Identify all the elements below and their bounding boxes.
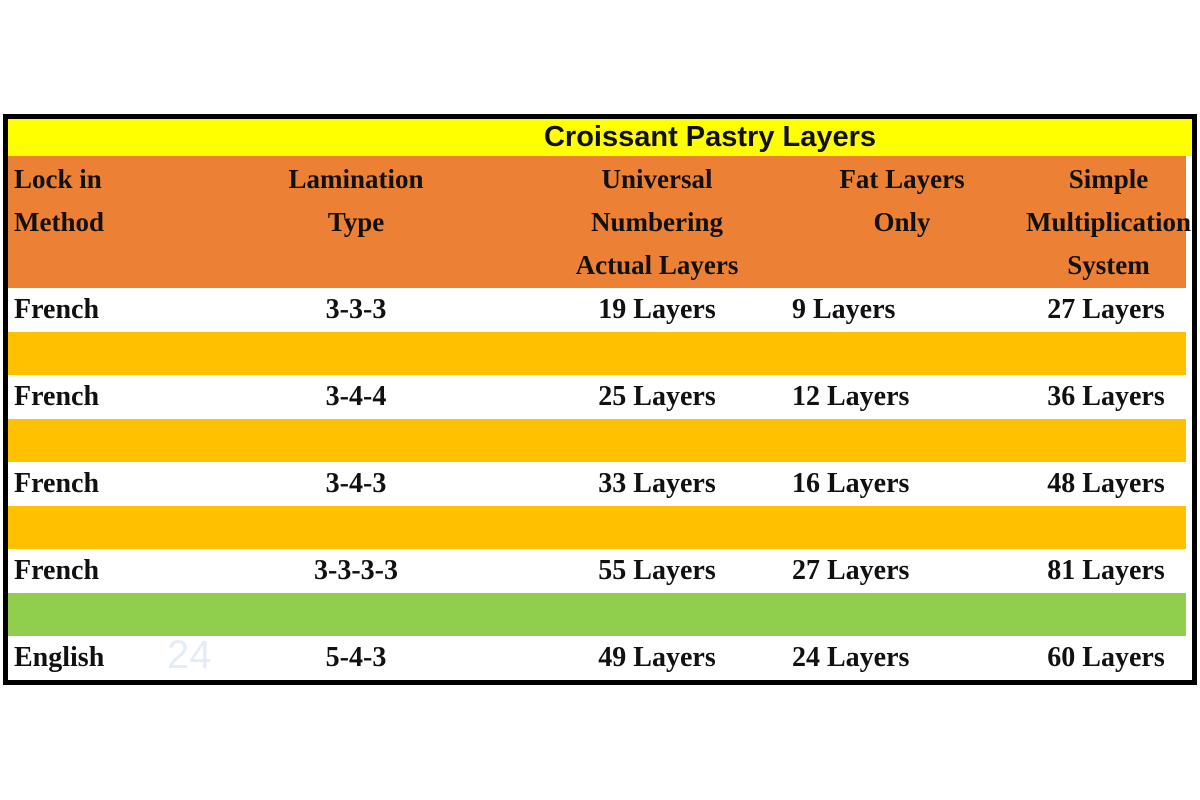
column-header-fat-layers-only: Fat Layers Only	[778, 158, 1026, 288]
cell-fat-layers: 27 Layers	[792, 555, 910, 586]
cell-fat-layers: 24 Layers	[792, 642, 910, 673]
cell-simple-multiplication: 81 Layers	[1047, 555, 1165, 586]
cell-lock-in-method: French	[14, 294, 100, 325]
header-line: Type	[327, 207, 385, 237]
cell-actual-layers: 19 Layers	[598, 294, 716, 325]
header-line: Fat Layers	[839, 164, 965, 194]
table-row: English 5-4-3 49 Layers 24 Layers 60 Lay…	[8, 636, 1186, 680]
header-line: Lamination	[288, 164, 424, 194]
spacer-row	[8, 506, 1186, 549]
header-line: System	[1067, 250, 1150, 280]
cell-lock-in-method: English	[14, 642, 105, 673]
column-header-lamination-type: Lamination Type	[176, 158, 536, 288]
cell-lamination-type: 5-4-3	[325, 642, 387, 673]
cell-fat-layers: 9 Layers	[792, 294, 896, 325]
cell-simple-multiplication: 27 Layers	[1047, 294, 1165, 325]
cell-lock-in-method: French	[14, 381, 100, 412]
header-line: Only	[873, 207, 931, 237]
spacer-row	[8, 593, 1186, 636]
cell-actual-layers: 33 Layers	[598, 468, 716, 499]
table-row: French 3-4-4 25 Layers 12 Layers 36 Laye…	[8, 375, 1186, 419]
cell-actual-layers: 25 Layers	[598, 381, 716, 412]
cell-actual-layers: 55 Layers	[598, 555, 716, 586]
column-header-universal-numbering: Universal Numbering Actual Layers	[536, 158, 778, 288]
header-line: Universal Numbering	[590, 164, 723, 237]
column-header-lock-in-method: Lock in Method	[8, 158, 176, 288]
cell-lamination-type: 3-4-4	[325, 381, 387, 412]
header-line: Simple	[1068, 164, 1149, 194]
watermark: 24	[167, 633, 212, 677]
spacer-row	[8, 419, 1186, 462]
spacer-row	[8, 332, 1186, 375]
cell-lock-in-method: French	[14, 468, 100, 499]
cell-simple-multiplication: 36 Layers	[1047, 381, 1165, 412]
header-row: Lock in Method Lamination Type Universal…	[8, 156, 1191, 288]
cell-fat-layers: 16 Layers	[792, 468, 910, 499]
table-body: Lock in Method Lamination Type Universal…	[8, 156, 1191, 680]
cell-simple-multiplication: 60 Layers	[1047, 642, 1165, 673]
table-row: French 3-3-3 19 Layers 9 Layers 27 Layer…	[8, 288, 1186, 332]
cell-lock-in-method: French	[14, 555, 100, 586]
header-line: Method	[14, 207, 104, 237]
cell-lamination-type: 3-3-3	[325, 294, 387, 325]
cell-lamination-type: 3-3-3-3	[314, 555, 398, 586]
column-header-simple-multiplication: Simple Multiplication System	[1026, 158, 1191, 288]
table-row: French 3-3-3-3 55 Layers 27 Layers 81 La…	[8, 549, 1186, 593]
croissant-layers-table: Croissant Pastry Layers Lock in Method L…	[3, 114, 1197, 685]
cell-lamination-type: 3-4-3	[325, 468, 387, 499]
table-title: Croissant Pastry Layers	[8, 119, 1192, 156]
header-line: Lock in	[14, 164, 102, 194]
header-line: Multiplication	[1026, 207, 1192, 237]
table-row: French 3-4-3 33 Layers 16 Layers 48 Laye…	[8, 462, 1186, 506]
cell-simple-multiplication: 48 Layers	[1047, 468, 1165, 499]
cell-actual-layers: 49 Layers	[598, 642, 716, 673]
header-line: Actual Layers	[575, 250, 739, 280]
cell-fat-layers: 12 Layers	[792, 381, 910, 412]
